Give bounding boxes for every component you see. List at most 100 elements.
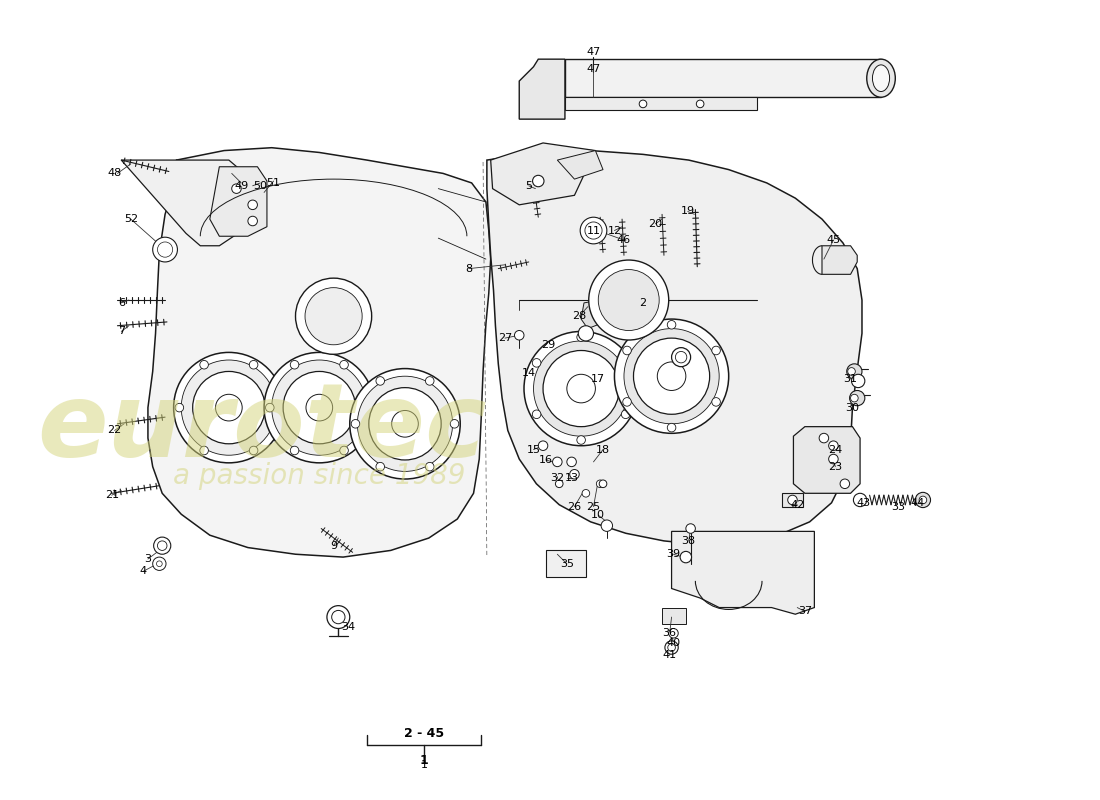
Circle shape <box>305 288 362 345</box>
Text: 8: 8 <box>465 264 472 274</box>
Circle shape <box>820 434 828 443</box>
Circle shape <box>358 376 452 471</box>
Circle shape <box>157 242 173 257</box>
Circle shape <box>849 390 865 406</box>
Text: 13: 13 <box>564 473 579 483</box>
Text: 24: 24 <box>828 445 843 454</box>
Circle shape <box>340 446 349 454</box>
Circle shape <box>543 350 619 426</box>
Circle shape <box>552 457 562 466</box>
Circle shape <box>621 410 630 418</box>
Text: 31: 31 <box>844 374 858 384</box>
Text: 49: 49 <box>234 181 249 190</box>
Circle shape <box>668 423 675 432</box>
Bar <box>546 550 586 577</box>
Circle shape <box>585 222 602 239</box>
Circle shape <box>634 338 710 414</box>
Circle shape <box>669 629 679 638</box>
Text: 7: 7 <box>118 326 124 337</box>
Bar <box>782 494 803 506</box>
Text: 47: 47 <box>586 47 601 58</box>
Text: 40: 40 <box>667 638 681 648</box>
Circle shape <box>376 462 385 471</box>
Text: 50: 50 <box>253 181 267 190</box>
Circle shape <box>840 479 849 489</box>
Circle shape <box>351 419 360 428</box>
Circle shape <box>524 331 638 446</box>
Circle shape <box>615 319 728 434</box>
Text: 10: 10 <box>592 510 605 520</box>
Circle shape <box>250 361 257 369</box>
Polygon shape <box>210 166 267 236</box>
Text: 43: 43 <box>857 498 871 508</box>
Text: 32: 32 <box>550 473 564 483</box>
Circle shape <box>624 329 719 424</box>
Circle shape <box>854 494 867 506</box>
Text: 19: 19 <box>681 206 695 217</box>
Circle shape <box>576 436 585 444</box>
Circle shape <box>368 388 441 460</box>
Circle shape <box>376 377 385 386</box>
Text: 44: 44 <box>910 498 924 508</box>
Circle shape <box>588 260 669 340</box>
Circle shape <box>712 346 720 354</box>
Polygon shape <box>822 246 857 274</box>
Polygon shape <box>147 148 491 557</box>
Circle shape <box>621 358 630 367</box>
Circle shape <box>332 610 345 624</box>
Circle shape <box>272 360 367 455</box>
Circle shape <box>534 341 629 436</box>
Text: 25: 25 <box>586 502 601 512</box>
Circle shape <box>265 403 274 412</box>
Circle shape <box>668 321 675 329</box>
Text: 48: 48 <box>108 169 122 178</box>
Polygon shape <box>491 143 595 205</box>
Circle shape <box>426 462 434 471</box>
Circle shape <box>340 361 349 369</box>
Polygon shape <box>558 150 603 179</box>
Text: 12: 12 <box>607 226 621 235</box>
Circle shape <box>515 330 524 340</box>
Circle shape <box>157 541 167 550</box>
Text: 4: 4 <box>140 566 146 576</box>
Circle shape <box>156 561 162 566</box>
Circle shape <box>696 100 704 108</box>
Circle shape <box>174 352 284 463</box>
Text: 26: 26 <box>568 502 582 512</box>
Circle shape <box>450 419 459 428</box>
Circle shape <box>296 278 372 354</box>
Text: 14: 14 <box>521 368 536 378</box>
Polygon shape <box>581 300 601 329</box>
Text: 1: 1 <box>420 754 428 767</box>
Circle shape <box>327 606 350 629</box>
Circle shape <box>686 524 695 534</box>
Polygon shape <box>586 360 624 395</box>
Circle shape <box>579 326 594 341</box>
Circle shape <box>570 470 580 479</box>
Polygon shape <box>662 607 686 624</box>
Text: 38: 38 <box>682 536 696 546</box>
Circle shape <box>828 441 838 450</box>
Circle shape <box>566 374 595 403</box>
Polygon shape <box>121 160 248 246</box>
Polygon shape <box>565 98 757 110</box>
Circle shape <box>274 403 283 412</box>
Circle shape <box>250 446 257 454</box>
Circle shape <box>264 352 374 463</box>
Circle shape <box>192 371 265 444</box>
Circle shape <box>182 360 276 455</box>
Circle shape <box>915 492 931 507</box>
Text: 21: 21 <box>104 490 119 500</box>
Text: 20: 20 <box>648 219 662 229</box>
Circle shape <box>306 394 332 421</box>
Circle shape <box>200 361 208 369</box>
Text: a passion since 1989: a passion since 1989 <box>173 462 465 490</box>
Circle shape <box>153 557 166 570</box>
Polygon shape <box>519 59 565 119</box>
Circle shape <box>847 364 862 379</box>
Text: 45: 45 <box>826 235 840 245</box>
Circle shape <box>675 351 686 363</box>
Circle shape <box>788 495 798 505</box>
Text: 2 - 45: 2 - 45 <box>404 726 444 740</box>
Text: 18: 18 <box>596 445 611 454</box>
